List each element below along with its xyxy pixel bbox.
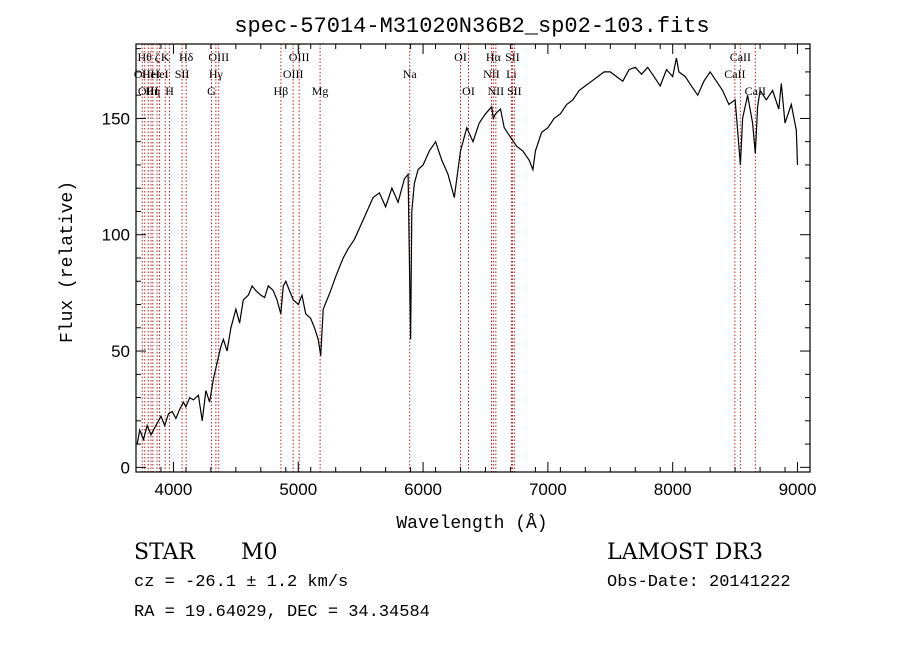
- x-tick-label: 8000: [654, 480, 692, 499]
- line-marker-label: Hθ: [138, 50, 153, 64]
- line-marker-label: OIII: [208, 50, 229, 64]
- x-tick-label: 4000: [155, 480, 193, 499]
- plot-frame: [135, 43, 811, 473]
- survey-name: LAMOST DR3: [607, 540, 763, 565]
- y-tick-label: 100: [102, 226, 130, 245]
- chart-title: spec-57014-M31020N36B2_sp02-103.fits: [234, 14, 709, 39]
- coordinates: RA = 19.64029, DEC = 34.34584: [134, 603, 430, 622]
- spectrum-line: [136, 57, 799, 445]
- object-subclass: M0: [241, 540, 278, 565]
- line-marker-label: Mg: [312, 84, 329, 98]
- line-marker-label: Li: [506, 67, 517, 81]
- line-marker-label: K: [161, 50, 170, 64]
- spectral-line-markers: OIIHθOIIIHeIHηζHeIKHSIIHδGHγOIIIHβOIIIOI…: [134, 44, 766, 472]
- line-marker-label: SII: [505, 50, 520, 64]
- x-tick-label: 5000: [279, 480, 317, 499]
- y-tick-label: 0: [121, 458, 130, 477]
- x-axis-label: Wavelength (Å): [396, 513, 547, 534]
- line-marker-label: OIII: [138, 84, 159, 98]
- line-marker-label: Hδ: [179, 50, 194, 64]
- line-marker-label: Hβ: [274, 84, 289, 98]
- y-tick-label: 50: [111, 342, 130, 361]
- line-marker-label: ζ: [155, 50, 160, 64]
- y-tick-label: 150: [102, 109, 130, 128]
- line-marker-label: Hη: [145, 84, 160, 98]
- line-marker-label: SII: [175, 67, 190, 81]
- redshift-velocity: cz = -26.1 ± 1.2 km/s: [134, 573, 349, 592]
- line-marker-label: NII: [483, 67, 500, 81]
- line-marker-label: Hγ: [209, 67, 224, 81]
- axis-ticks: 4000 5000 6000 7000 8000 9000 0 50 100 150: [102, 44, 817, 499]
- line-marker-label: OIII: [289, 50, 310, 64]
- x-tick-label: 7000: [529, 480, 567, 499]
- line-marker-label: CaII: [724, 67, 745, 81]
- observation-date: Obs-Date: 20141222: [607, 573, 791, 592]
- line-marker-label: HeI: [142, 67, 160, 81]
- x-tick-label: 6000: [404, 480, 442, 499]
- line-marker-label: CaII: [730, 50, 751, 64]
- line-marker-label: CaII: [745, 84, 766, 98]
- line-marker-label: OI: [462, 84, 475, 98]
- line-marker-label: Hα: [486, 50, 502, 64]
- line-marker-label: G: [207, 84, 216, 98]
- line-marker-label: OIII: [283, 67, 304, 81]
- line-marker-label: H: [165, 84, 174, 98]
- line-marker-label: SII: [507, 84, 522, 98]
- x-tick-label: 9000: [779, 480, 817, 499]
- line-marker-label: HeI: [151, 67, 169, 81]
- line-marker-label: OII: [134, 67, 151, 81]
- line-marker-label: Na: [403, 67, 418, 81]
- y-axis-label: Flux (relative): [58, 181, 78, 343]
- line-marker-label: NII: [488, 84, 505, 98]
- line-marker-label: OI: [454, 50, 467, 64]
- object-class: STAR: [134, 540, 195, 565]
